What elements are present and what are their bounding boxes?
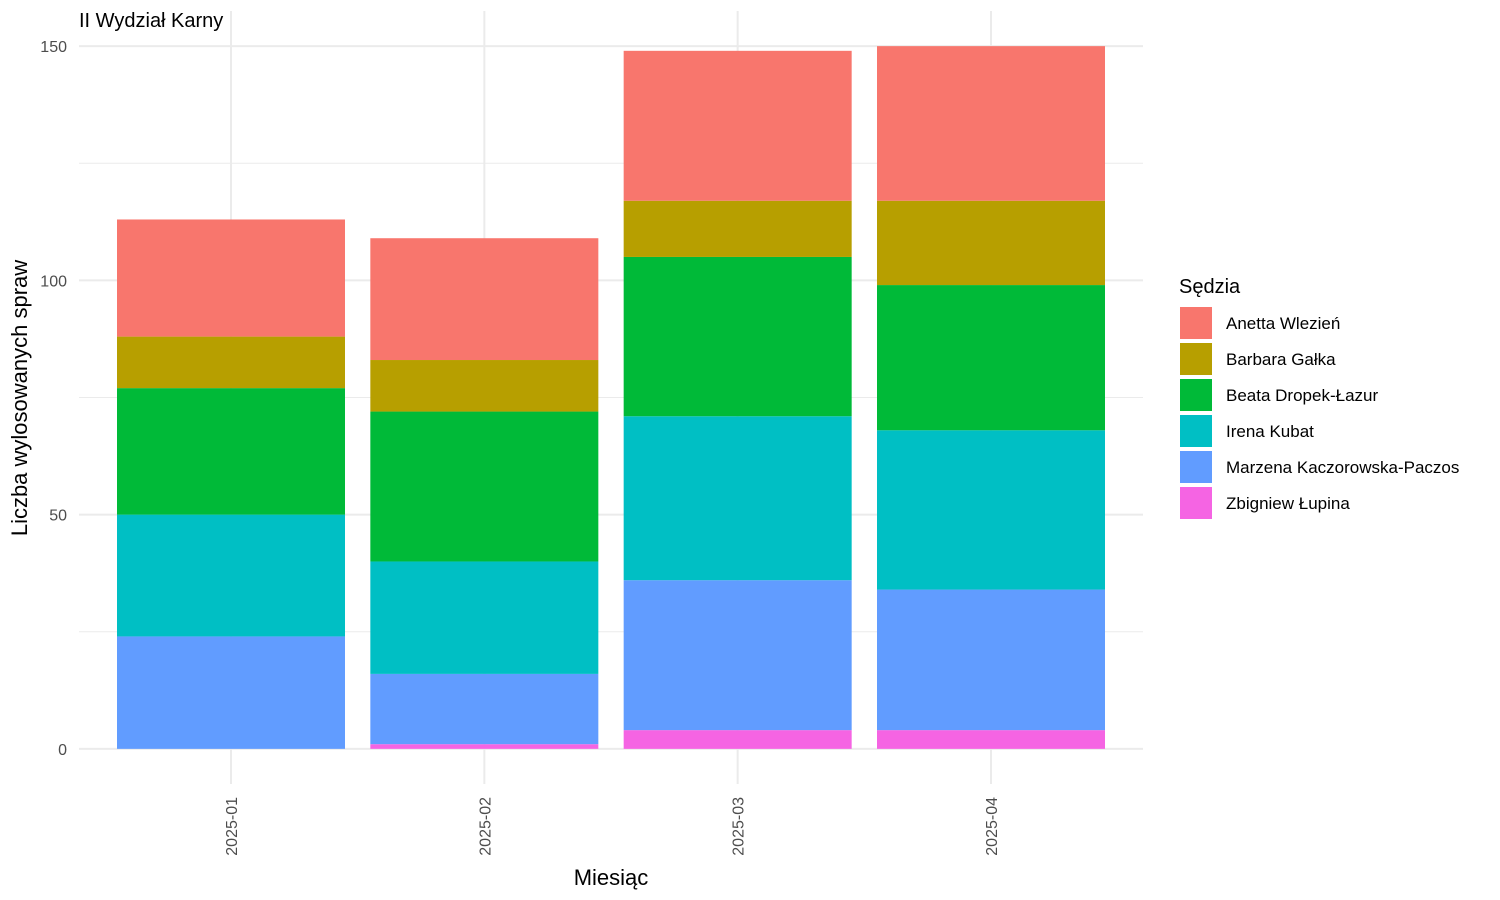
legend-key — [1180, 487, 1212, 519]
bar-segment — [370, 411, 599, 562]
legend-label: Barbara Gałka — [1226, 350, 1336, 369]
bar-segment — [623, 200, 852, 257]
bar-segment — [877, 730, 1105, 749]
bar-segment — [877, 285, 1105, 431]
x-tick-label: 2025-01 — [224, 797, 241, 856]
y-tick-labels: 0 50 100 150 — [40, 39, 67, 759]
bar-segment — [877, 430, 1105, 590]
bar-segment — [370, 238, 599, 361]
bar-segment — [623, 730, 852, 749]
x-tick-label: 2025-02 — [477, 797, 494, 856]
bar-segment — [623, 256, 852, 417]
legend-key — [1180, 451, 1212, 483]
bars — [117, 46, 1105, 749]
y-tick-label: 100 — [40, 273, 67, 290]
chart-title: II Wydział Karny — [79, 10, 223, 32]
x-tick-label: 2025-03 — [731, 797, 748, 856]
legend-label: Beata Dropek-Łazur — [1226, 386, 1378, 405]
y-axis-label: Liczba wylosowanych spraw — [7, 260, 32, 536]
legend-label: Marzena Kaczorowska-Paczos — [1226, 458, 1459, 477]
legend-key — [1180, 379, 1212, 411]
legend-label: Zbigniew Łupina — [1226, 494, 1350, 513]
bar-segment — [370, 360, 599, 412]
bar-segment — [877, 200, 1105, 286]
x-tick-label: 2025-04 — [984, 797, 1001, 856]
bar-segment — [877, 589, 1105, 731]
bar-segment — [370, 561, 599, 674]
legend-label: Irena Kubat — [1226, 422, 1314, 441]
bar-segment — [117, 514, 345, 637]
legend-key — [1180, 307, 1212, 339]
bar-segment — [117, 636, 345, 749]
bar-segment — [117, 219, 345, 337]
bar-segment — [623, 580, 852, 731]
x-axis-label: Miesiąc — [574, 865, 649, 890]
bar-segment — [877, 46, 1105, 201]
legend: Sędzia Anetta Wlezień Barbara Gałka Beata … — [1179, 276, 1459, 519]
legend-label: Anetta Wlezień — [1226, 314, 1340, 333]
bar-segment — [370, 673, 599, 745]
y-tick-label: 150 — [40, 39, 67, 56]
bar-segment — [623, 50, 852, 201]
legend-title: Sędzia — [1179, 276, 1241, 298]
legend-key — [1180, 343, 1212, 375]
bar-segment — [370, 744, 599, 749]
legend-key — [1180, 415, 1212, 447]
bar-segment — [623, 416, 852, 581]
y-tick-label: 50 — [49, 508, 67, 525]
bar-segment — [117, 336, 345, 389]
y-tick-label: 0 — [58, 742, 67, 759]
x-tick-labels: 2025-01 2025-02 2025-03 2025-04 — [224, 797, 1001, 856]
bar-segment — [117, 388, 345, 515]
